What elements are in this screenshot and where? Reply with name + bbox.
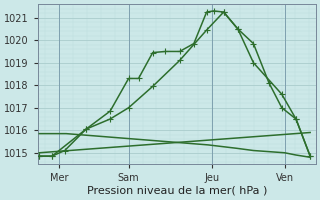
X-axis label: Pression niveau de la mer( hPa ): Pression niveau de la mer( hPa ) (87, 186, 267, 196)
